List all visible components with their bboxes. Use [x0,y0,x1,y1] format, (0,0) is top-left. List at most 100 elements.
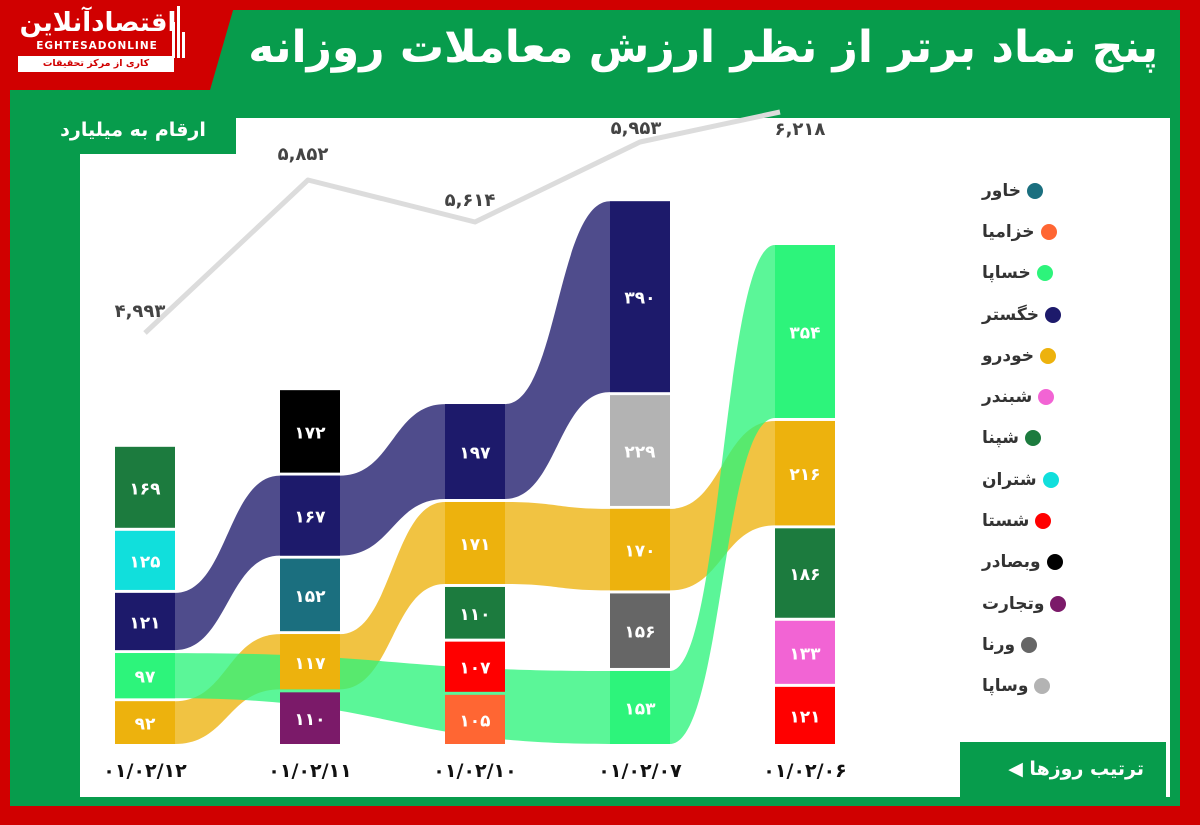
bar-segment [115,653,175,699]
bar-value-label: ۱۶۷ [294,508,326,528]
legend-dot-icon [1046,554,1063,571]
bar-value-label: ۱۱۰ [459,605,490,625]
bar-segment [610,593,670,668]
legend-item: شستا [976,500,1116,541]
bar-value-label: ۱۲۱ [129,613,160,633]
logo-bars-icon [172,6,186,58]
legend-item: وساپا [976,666,1116,707]
date-label: ۰۱/۰۲/۱۰ [433,760,516,782]
legend-label: ورنا [982,634,1016,655]
bar-value-label: ۱۱۰ [294,710,325,730]
date-label: ۰۱/۰۲/۱۲ [103,760,187,782]
bar-segment [115,592,175,651]
bar-segment [775,528,835,618]
bar-segment [445,501,505,584]
page-title: پنج نماد برتر از نظر ارزش معاملات روزانه [248,22,1158,73]
bar-segment [280,692,340,744]
bar-value-label: ۲۲۹ [624,443,656,463]
day-order-label: ترتیب روزها ◀ [960,742,1166,798]
legend-dot-icon [1034,678,1051,695]
bar-value-label: ۱۸۶ [789,565,820,585]
bar-value-label: ۱۷۰ [624,542,655,562]
bar-segment [610,670,670,744]
bar-value-label: ۱۱۷ [294,654,326,674]
legend-item: خگستر [976,294,1116,335]
legend-dot-icon [1024,430,1041,447]
legend-label: خساپا [982,263,1031,284]
bar-value-label: ۱۰۵ [459,711,490,731]
legend-dot-icon [1040,347,1056,364]
legend-dot-icon [1036,265,1053,282]
bar-segment [280,475,340,556]
legend-dot-icon [1050,595,1067,612]
legend-item: خساپا [976,253,1116,294]
bar-segment [775,420,835,526]
line-value-label: ۵,۶۱۴ [445,190,496,211]
bar-segment [775,245,835,418]
legend-label: شبندر [982,387,1033,408]
legend-item: خزامیا [976,211,1116,252]
legend-label: خزامیا [982,221,1035,242]
bar-value-label: ۲۱۶ [789,465,820,485]
legend-label: شستا [982,511,1030,532]
line-value-label: ۵,۹۵۳ [611,118,662,139]
bar-segment [445,694,505,744]
bar-value-label: ۳۹۰ [624,289,655,309]
bar-value-label: ۱۲۱ [789,707,820,727]
bar-segment [610,508,670,591]
bar-segment [775,686,835,744]
bar-segment [610,201,670,393]
line-value-label: ۶,۲۱۸ [775,119,826,140]
bar-segment [775,620,835,684]
date-label: ۰۱/۰۲/۰۶ [763,760,846,782]
bar-segment [280,634,340,690]
bar-value-label: ۱۰۷ [459,659,491,679]
bar-segment [445,404,505,499]
legend-label: شتران [982,469,1037,490]
legend-label: خودرو [982,345,1034,366]
legend-item: وبصادر [976,542,1116,583]
bar-segment [280,558,340,632]
bar-segment [445,586,505,639]
legend-label: خگستر [982,304,1039,325]
bar-value-label: ۱۵۶ [624,623,655,643]
bar-value-label: ۹۲ [135,715,156,735]
bar-value-label: ۱۲۵ [129,552,160,572]
legend-dot-icon [1042,471,1059,488]
line-value-label: ۴,۹۹۳ [115,301,166,322]
date-label: ۰۱/۰۲/۱۱ [268,760,351,782]
bar-value-label: ۳۵۴ [789,323,820,343]
legend-dot-icon [1038,389,1055,406]
line-value-label: ۵,۸۵۲ [278,144,329,165]
legend-label: خاور [982,180,1021,201]
legend-label: وتجارت [982,593,1045,614]
legend-item: خاور [976,170,1116,211]
bar-value-label: ۱۷۲ [294,423,326,443]
bar-value-label: ۱۶۹ [129,479,161,499]
total-value-line [143,109,781,335]
legend-dot-icon [1021,636,1038,653]
bar-value-label: ۱۷۱ [459,535,490,555]
flow-ribbon [115,653,670,744]
bar-segment [610,395,670,506]
bar-segment [115,530,175,590]
legend-label: شپنا [982,428,1019,449]
bar-segment [280,390,340,473]
bar-value-label: ۱۵۳ [624,699,656,719]
legend-item: ورنا [976,624,1116,665]
unit-label: ارقام به میلیارد تومان [30,104,236,193]
bar-value-label: ۹۷ [135,668,156,688]
logo-name: اقتصادآنلاین [19,8,177,38]
bar-segment [445,641,505,692]
logo-latin: EGHTESADONLINE [36,40,158,52]
legend-label: وساپا [982,676,1029,697]
legend-item: شتران [976,459,1116,500]
bar-value-label: ۱۹۷ [459,444,491,464]
legend-dot-icon [1027,182,1043,199]
legend-item: شبندر [976,376,1116,417]
logo-tagline: کاری از مرکز تحقیقات اقتصادآنلاین [18,56,174,85]
bar-value-label: ۱۳۳ [789,644,821,664]
legend-dot-icon [1044,306,1061,323]
legend-label: وبصادر [982,552,1041,573]
